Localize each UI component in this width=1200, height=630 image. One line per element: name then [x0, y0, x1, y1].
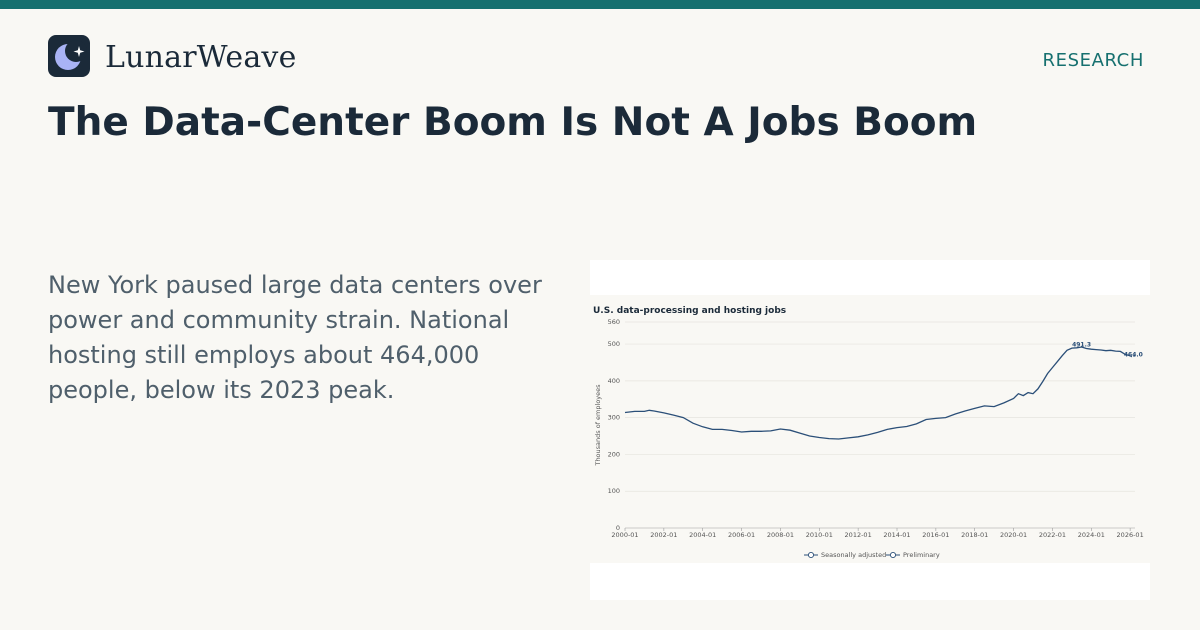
brand-name[interactable]: LunarWeave	[105, 40, 297, 75]
x-tick-label: 2016-01	[922, 531, 949, 539]
section-link-research[interactable]: RESEARCH	[1042, 50, 1144, 71]
x-tick-label: 2008-01	[767, 531, 794, 539]
series-line-seasonally-adjusted	[624, 346, 1131, 440]
chart-title: U.S. data-processing and hosting jobs	[593, 306, 786, 316]
y-tick-label: 200	[608, 450, 620, 458]
chart-card: U.S. data-processing and hosting jobs 0 10…	[590, 260, 1150, 600]
x-tick-label: 2012-01	[845, 531, 872, 539]
x-tick-label: 2020-01	[1000, 531, 1027, 539]
legend-label: Preliminary	[903, 551, 940, 559]
y-tick-label: 100	[608, 487, 620, 495]
chart-panel: U.S. data-processing and hosting jobs 0 10…	[590, 295, 1150, 563]
crescent-moon-star-icon[interactable]	[48, 35, 90, 77]
y-tick-label: 560	[608, 318, 620, 326]
x-tick-label: 2024-01	[1078, 531, 1105, 539]
y-tick-label: 300	[608, 414, 620, 422]
x-tick-label: 2018-01	[961, 531, 988, 539]
x-tick-label: 2014-01	[883, 531, 910, 539]
y-tick-label: 0	[616, 524, 620, 532]
data-label: 491.3	[1072, 341, 1091, 348]
legend-marker	[889, 551, 897, 559]
x-tick-label: 2026-01	[1117, 531, 1144, 539]
top-accent-bar	[0, 0, 1200, 9]
y-tick-label: 400	[608, 377, 620, 385]
x-tick-label: 2022-01	[1039, 531, 1066, 539]
data-label: 464.0	[1124, 351, 1143, 358]
y-axis-label: Thousands of employees	[594, 384, 602, 467]
x-tick-label: 2000-01	[611, 531, 638, 539]
legend-marker	[807, 551, 815, 559]
series-line-preliminary	[1129, 355, 1136, 358]
legend-label: Seasonally adjusted	[821, 551, 886, 559]
article-dek: New York paused large data centers over …	[48, 271, 542, 404]
x-tick-label: 2010-01	[806, 531, 833, 539]
x-tick-label: 2004-01	[689, 531, 716, 539]
line-chart: U.S. data-processing and hosting jobs 0 10…	[593, 306, 1144, 559]
y-tick-label: 500	[608, 340, 620, 348]
article-headline: The Data-Center Boom Is Not A Jobs Boom	[48, 100, 978, 145]
x-tick-label: 2002-01	[650, 531, 677, 539]
x-tick-label: 2006-01	[728, 531, 755, 539]
